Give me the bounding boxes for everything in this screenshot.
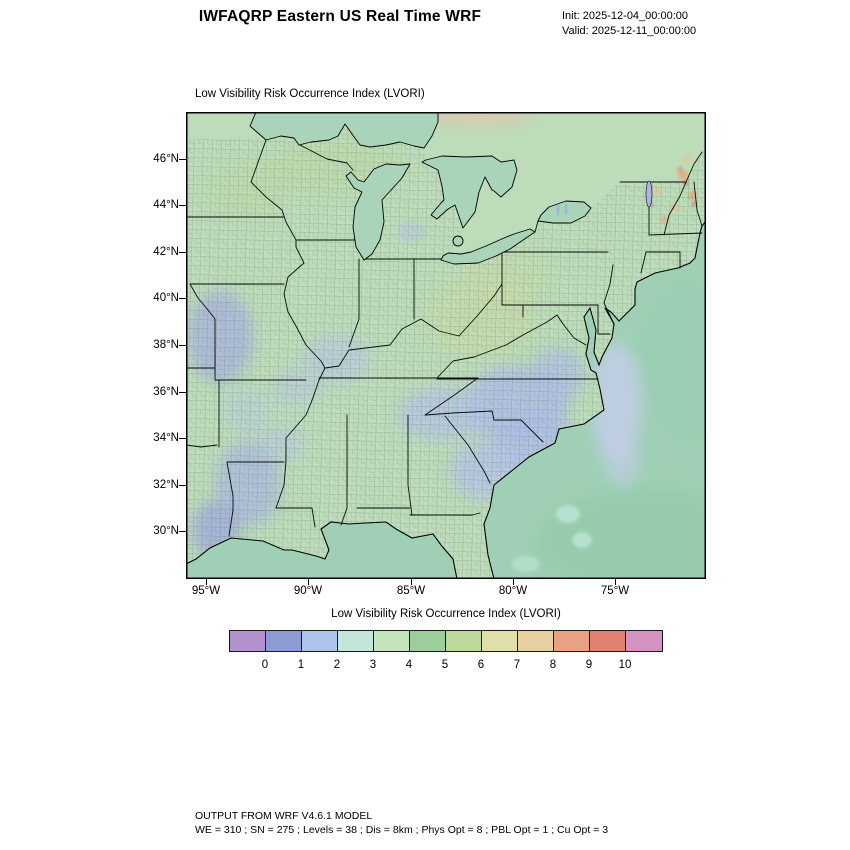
- lat-tick-mark: [179, 531, 186, 533]
- colorbar-tick-label: 4: [405, 659, 413, 671]
- model-info: OUTPUT FROM WRF V4.6.1 MODEL WE = 310 ; …: [195, 810, 608, 837]
- colorbar-tick-label: 0: [261, 659, 269, 671]
- lon-tick-mark: [615, 579, 617, 585]
- colorbar-cell: [338, 631, 374, 651]
- colorbar-tick-label: 7: [513, 659, 521, 671]
- lvori-map-svg: [185, 111, 756, 597]
- colorbar-cell: [482, 631, 518, 651]
- run-times: Init: 2025-12-04_00:00:00 Valid: 2025-12…: [562, 9, 696, 38]
- lake-michigan: [345, 163, 411, 261]
- colorbar-tick-label: 2: [333, 659, 341, 671]
- great-lakes: [249, 111, 592, 265]
- colorbar-title: Low Visibility Risk Occurrence Index (LV…: [331, 608, 561, 620]
- model-info-line2: WE = 310 ; SN = 275 ; Levels = 38 ; Dis …: [195, 823, 609, 836]
- lat-tick-mark: [179, 298, 186, 300]
- page-title: IWFAQRP Eastern US Real Time WRF: [198, 8, 482, 25]
- colorbar-cell: [518, 631, 554, 651]
- map-frame: [186, 112, 706, 579]
- lat-tick-mark: [179, 485, 186, 487]
- lat-tick-label: 34°N: [153, 432, 179, 444]
- colorbar-cells: [229, 630, 663, 652]
- lon-tick-label: 95°W: [191, 585, 221, 597]
- lake-superior: [249, 111, 439, 149]
- colorbar-tick-label: 3: [369, 659, 377, 671]
- lat-tick-label: 40°N: [153, 292, 179, 304]
- lat-tick-mark: [179, 438, 186, 440]
- lat-tick-label: 46°N: [153, 153, 179, 165]
- lat-tick-label: 44°N: [153, 199, 179, 211]
- lat-tick-label: 32°N: [153, 479, 179, 491]
- state-boundaries: [185, 139, 703, 537]
- lon-tick-mark: [308, 579, 310, 585]
- lat-tick-mark: [179, 205, 186, 207]
- colorbar-tick-label: 6: [477, 659, 485, 671]
- lat-tick-mark: [179, 345, 186, 347]
- lake-huron: [421, 155, 518, 229]
- lake-ontario: [537, 200, 592, 224]
- lat-tick-label: 30°N: [153, 525, 179, 537]
- lat-tick-label: 36°N: [153, 386, 179, 398]
- colorbar-cell: [410, 631, 446, 651]
- lat-tick-label: 42°N: [153, 246, 179, 258]
- colorbar-tick-label: 8: [549, 659, 557, 671]
- colorbar-cell: [302, 631, 338, 651]
- lat-tick-mark: [179, 392, 186, 394]
- finger-lakes: [556, 203, 568, 216]
- lon-tick-label: 80°W: [498, 585, 528, 597]
- valid-time: Valid: 2025-12-11_00:00:00: [562, 24, 697, 37]
- plot-title: Low Visibility Risk Occurrence Index (LV…: [195, 88, 425, 100]
- lon-tick-label: 75°W: [600, 585, 630, 597]
- colorbar-cell: [230, 631, 266, 651]
- init-time: Init: 2025-12-04_00:00:00: [562, 10, 688, 22]
- lon-tick-label: 90°W: [293, 585, 323, 597]
- colorbar-cell: [554, 631, 590, 651]
- colorbar-tick-label: 10: [618, 659, 632, 671]
- lake-champlain: [645, 180, 653, 208]
- colorbar-cell: [590, 631, 626, 651]
- lon-tick-mark: [513, 579, 515, 585]
- lat-tick-label: 38°N: [153, 339, 179, 351]
- colorbar-cell: [266, 631, 302, 651]
- lat-tick-mark: [179, 159, 186, 161]
- colorbar-labels: 0 1 2 3 4 5 6 7 8 9 10: [229, 659, 663, 675]
- lat-tick-mark: [179, 252, 186, 254]
- colorbar-cell: [374, 631, 410, 651]
- lake-st-clair: [452, 235, 464, 247]
- colorbar-cell: [626, 631, 662, 651]
- colorbar-cell: [446, 631, 482, 651]
- lon-tick-label: 85°W: [396, 585, 426, 597]
- model-info-line1: OUTPUT FROM WRF V4.6.1 MODEL: [195, 810, 373, 822]
- colorbar: 0 1 2 3 4 5 6 7 8 9 10: [229, 630, 663, 675]
- lon-tick-mark: [411, 579, 413, 585]
- lvori-map: [185, 111, 756, 597]
- lake-erie: [440, 228, 536, 265]
- colorbar-tick-label: 9: [585, 659, 593, 671]
- lon-tick-mark: [206, 579, 208, 585]
- colorbar-tick-label: 5: [441, 659, 449, 671]
- colorbar-tick-label: 1: [297, 659, 305, 671]
